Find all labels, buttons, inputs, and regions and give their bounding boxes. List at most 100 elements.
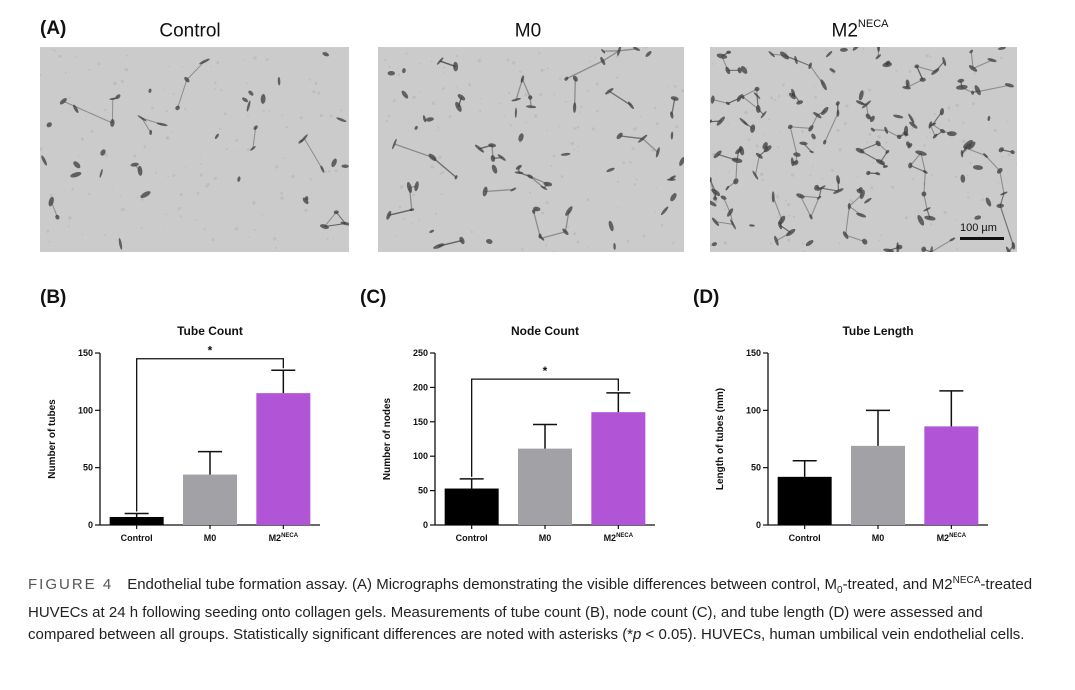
cell: [882, 165, 888, 168]
cell: [525, 105, 537, 109]
texture-speck: [904, 216, 909, 220]
cell: [809, 150, 814, 154]
cell: [835, 101, 840, 106]
cell: [908, 162, 913, 169]
cell: [794, 55, 798, 65]
cell: [939, 108, 945, 116]
cell: [1005, 246, 1012, 252]
texture-speck: [272, 237, 277, 241]
texture-speck: [442, 87, 445, 90]
texture-speck: [845, 104, 849, 108]
texture-speck: [399, 185, 404, 189]
texture-speck: [136, 196, 138, 198]
texture-speck: [929, 131, 932, 134]
cell-tube: [303, 138, 323, 170]
texture-speck: [171, 130, 173, 133]
cell: [242, 97, 249, 103]
texture-speck: [925, 53, 929, 58]
texture-speck: [412, 95, 416, 99]
cell: [149, 129, 153, 135]
cell: [787, 124, 793, 130]
cell-tube: [712, 99, 728, 104]
texture-speck: [393, 99, 396, 102]
texture-speck: [172, 93, 175, 95]
cell: [923, 207, 931, 212]
cell-tube: [920, 153, 926, 173]
texture-speck: [774, 99, 777, 102]
cell: [1000, 191, 1008, 196]
cell: [511, 98, 521, 102]
cell: [750, 124, 756, 133]
texture-speck: [88, 192, 91, 196]
texture-speck: [585, 90, 587, 92]
texture-speck: [103, 234, 106, 236]
texture-speck: [955, 219, 957, 221]
cell: [825, 50, 833, 58]
texture-speck: [281, 114, 284, 117]
y-axis-label: Number of nodes: [382, 397, 393, 480]
cell: [491, 164, 498, 174]
cell: [459, 236, 465, 245]
texture-speck: [788, 214, 791, 217]
texture-speck: [247, 115, 249, 117]
cell: [914, 64, 920, 69]
cell: [454, 175, 458, 180]
texture-speck: [813, 85, 815, 88]
texture-speck: [872, 162, 875, 164]
texture-speck: [723, 208, 726, 211]
cell: [488, 143, 496, 148]
texture-speck: [813, 73, 815, 75]
texture-speck: [790, 173, 795, 177]
cell: [606, 167, 615, 173]
texture-speck: [587, 246, 589, 248]
cell: [956, 84, 968, 90]
texture-speck: [626, 239, 630, 243]
texture-speck: [635, 178, 638, 181]
cell-tube: [735, 160, 738, 182]
texture-speck: [216, 61, 220, 65]
cell-tube: [972, 59, 993, 69]
cell: [455, 101, 462, 112]
cell: [972, 165, 984, 170]
texture-speck: [550, 164, 553, 167]
cell: [613, 242, 616, 251]
cell: [896, 244, 903, 250]
texture-speck: [629, 161, 632, 164]
cell: [740, 94, 745, 100]
texture-speck: [64, 71, 67, 74]
texture-speck: [524, 93, 528, 97]
cell: [813, 112, 822, 119]
cell: [842, 231, 849, 239]
texture-speck: [317, 91, 321, 95]
cell: [821, 106, 829, 116]
texture-speck: [800, 130, 804, 133]
x-tick-label: M0: [872, 533, 885, 543]
chart-node-count: Node Count Number of nodes 0 50 100 150 200 250…: [382, 324, 655, 543]
texture-speck: [594, 56, 597, 59]
texture-speck: [566, 225, 570, 229]
texture-speck: [546, 129, 548, 132]
texture-speck: [78, 155, 80, 157]
cell: [562, 228, 569, 236]
texture-speck: [412, 193, 415, 197]
texture-speck: [124, 67, 129, 72]
texture-speck: [308, 78, 311, 81]
cell: [753, 92, 761, 99]
cell-tube: [619, 48, 637, 52]
texture-speck: [728, 171, 730, 173]
texture-speck: [870, 186, 874, 189]
cell-tube: [252, 127, 257, 149]
cell: [940, 129, 946, 134]
texture-speck: [681, 89, 684, 93]
texture-speck: [866, 141, 869, 144]
texture-speck: [956, 247, 959, 250]
cell: [974, 85, 981, 96]
cell: [963, 139, 973, 149]
texture-speck: [418, 219, 421, 222]
cell: [401, 90, 409, 99]
texture-speck: [792, 215, 796, 218]
texture-speck: [262, 110, 266, 113]
cell: [713, 196, 718, 201]
texture-speck: [234, 227, 239, 231]
texture-speck: [615, 76, 619, 79]
